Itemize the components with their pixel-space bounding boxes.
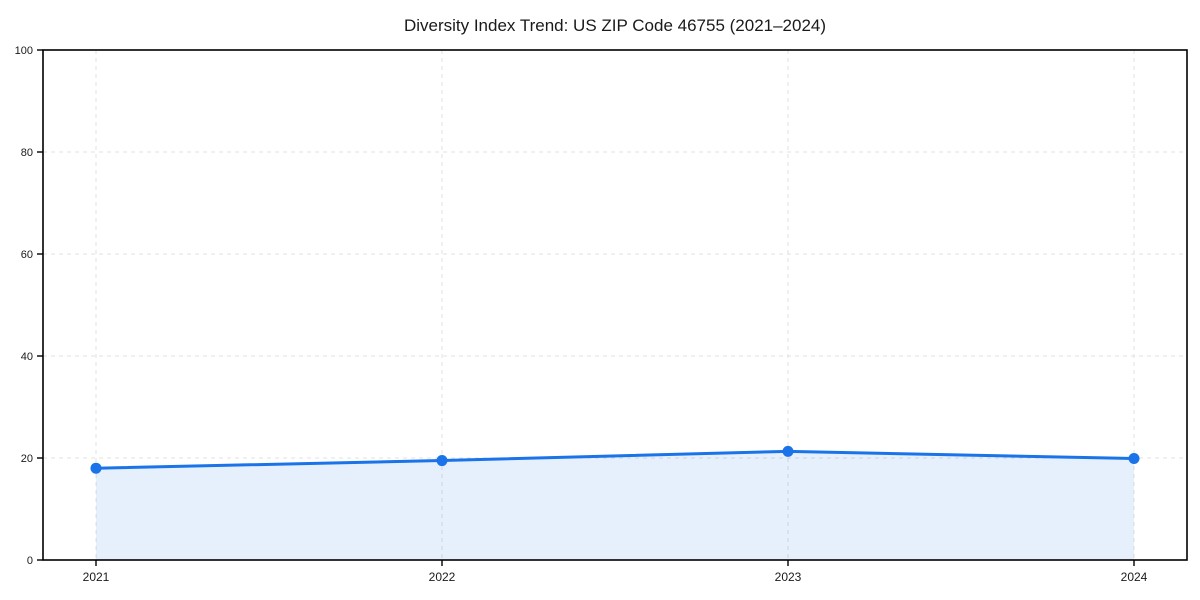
y-tick-label: 80 xyxy=(21,147,33,159)
plot-area: 0 20 40 60 80 100 2021 2022 2023 2024 xyxy=(15,45,1188,584)
data-point-marker xyxy=(1128,453,1140,465)
trend-line xyxy=(94,449,1136,470)
y-tick-label: 40 xyxy=(21,351,33,363)
x-tick-label: 2024 xyxy=(1121,570,1148,584)
chart-title: Diversity Index Trend: US ZIP Code 46755… xyxy=(404,16,826,35)
data-point-marker xyxy=(782,445,794,457)
area-fill xyxy=(96,451,1134,560)
x-tick-label: 2022 xyxy=(429,570,456,584)
plot-frame xyxy=(42,49,1188,561)
y-tick-label: 60 xyxy=(21,249,33,261)
y-tick-label: 20 xyxy=(21,453,33,465)
data-point-marker xyxy=(436,455,448,467)
y-tick-label: 100 xyxy=(15,45,33,57)
x-tick-label: 2023 xyxy=(775,570,802,584)
x-tick-label: 2021 xyxy=(83,570,110,584)
data-point-marker xyxy=(90,462,102,474)
y-tick-label: 0 xyxy=(27,555,33,567)
